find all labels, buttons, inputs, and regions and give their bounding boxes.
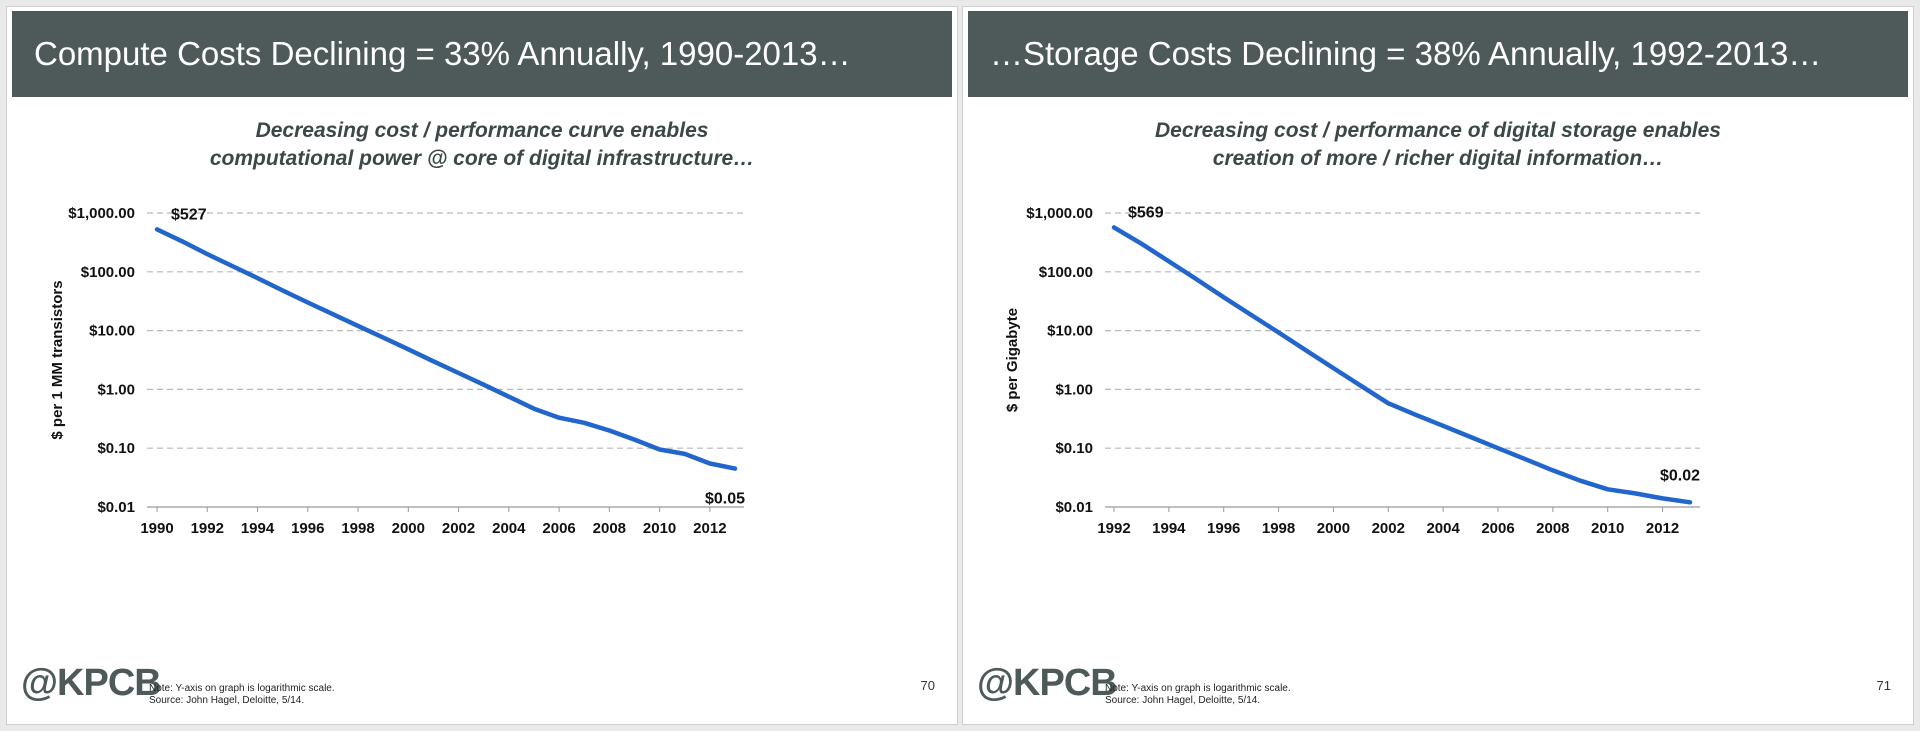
data-label: $0.02 xyxy=(1660,467,1700,484)
x-tick-label: 2004 xyxy=(1426,520,1460,537)
x-tick-label: 2012 xyxy=(1646,520,1679,537)
x-tick-label: 1998 xyxy=(341,520,374,537)
y-tick-label: $1.00 xyxy=(97,381,135,398)
x-tick-label: 2008 xyxy=(1536,520,1569,537)
slide-storage: …Storage Costs Declining = 38% Annually,… xyxy=(962,6,1914,725)
y-tick-label: $1,000.00 xyxy=(1026,205,1093,222)
footer-note-line: Source: John Hagel, Deloitte, 5/14. xyxy=(1105,695,1261,706)
x-tick-label: 1998 xyxy=(1262,520,1295,537)
x-tick-label: 2000 xyxy=(1317,520,1350,537)
footer-note: Note: Y-axis on graph is logarithmic sca… xyxy=(149,683,335,707)
x-tick-label: 2010 xyxy=(1591,520,1624,537)
x-tick-label: 2010 xyxy=(643,520,676,537)
y-tick-label: $1,000.00 xyxy=(68,205,135,222)
kpcb-logo: @KPCB xyxy=(977,662,1118,704)
x-tick-label: 2004 xyxy=(492,520,526,537)
compute-cost-chart: Global Compute Cost Trends$1,000.00$100.… xyxy=(49,205,745,537)
y-tick-label: $0.10 xyxy=(97,440,135,457)
x-tick-label: 1994 xyxy=(1152,520,1186,537)
series-line xyxy=(154,227,738,471)
slide-subtitle: Decreasing cost / performance of digital… xyxy=(963,117,1913,173)
footer-note-line: Note: Y-axis on graph is logarithmic sca… xyxy=(1105,683,1291,694)
storage-cost-chart: Global Storage Cost Trends$1,000.00$100.… xyxy=(1004,204,1700,537)
x-tick-label: 1994 xyxy=(241,520,275,537)
y-tick-label: $10.00 xyxy=(89,323,135,340)
x-tick-label: 1992 xyxy=(1097,520,1130,537)
footer-note: Note: Y-axis on graph is logarithmic sca… xyxy=(1105,683,1291,707)
y-tick-label: $100.00 xyxy=(81,264,135,281)
y-tick-label: $0.10 xyxy=(1055,440,1093,457)
y-tick-label: $10.00 xyxy=(1047,323,1093,340)
data-label: $0.05 xyxy=(705,491,745,508)
x-tick-label: 2002 xyxy=(1372,520,1405,537)
x-tick-label: 2002 xyxy=(442,520,475,537)
y-tick-label: $0.01 xyxy=(97,499,135,516)
y-axis-label: $ per Gigabyte xyxy=(1004,308,1021,412)
subtitle-line: computational power @ core of digital in… xyxy=(209,147,755,170)
x-tick-label: 1990 xyxy=(140,520,173,537)
footer-note-line: Note: Y-axis on graph is logarithmic sca… xyxy=(149,683,335,694)
page-number: 70 xyxy=(920,678,935,693)
data-label: $569 xyxy=(1128,204,1164,221)
x-tick-label: 2000 xyxy=(392,520,425,537)
y-axis-label: $ per 1 MM transistors xyxy=(49,280,66,439)
subtitle-line: Decreasing cost / performance curve enab… xyxy=(255,119,709,142)
x-tick-label: 1992 xyxy=(191,520,224,537)
x-tick-label: 1996 xyxy=(291,520,324,537)
series-line xyxy=(1111,225,1693,505)
slide-subtitle: Decreasing cost / performance curve enab… xyxy=(7,117,957,173)
subtitle-line: Decreasing cost / performance of digital… xyxy=(1154,119,1721,142)
slide-banner: Compute Costs Declining = 33% Annually, … xyxy=(12,11,952,97)
x-tick-label: 2012 xyxy=(693,520,726,537)
footer-note-line: Source: John Hagel, Deloitte, 5/14. xyxy=(149,695,305,706)
data-label: $527 xyxy=(171,206,207,223)
x-tick-label: 2008 xyxy=(593,520,626,537)
y-tick-label: $100.00 xyxy=(1039,264,1093,281)
page-number: 71 xyxy=(1876,678,1891,693)
subtitle-line: creation of more / richer digital inform… xyxy=(1212,147,1664,170)
x-tick-label: 2006 xyxy=(1481,520,1514,537)
slide-compute: Compute Costs Declining = 33% Annually, … xyxy=(6,6,958,725)
x-tick-label: 1996 xyxy=(1207,520,1240,537)
y-tick-label: $1.00 xyxy=(1055,381,1093,398)
y-tick-label: $0.01 xyxy=(1055,499,1093,516)
kpcb-logo: @KPCB xyxy=(21,662,162,704)
slide-banner: …Storage Costs Declining = 38% Annually,… xyxy=(968,11,1908,97)
x-tick-label: 2006 xyxy=(542,520,575,537)
